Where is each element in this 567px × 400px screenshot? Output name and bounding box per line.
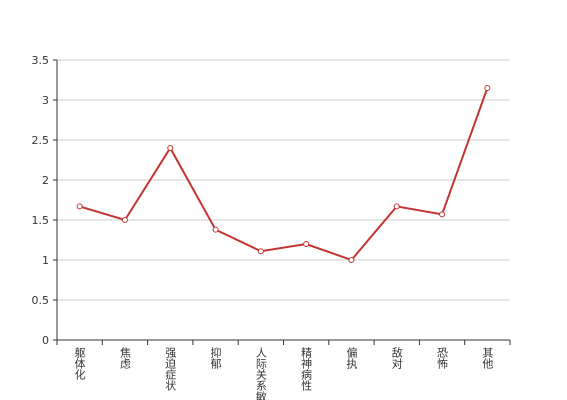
y-tick-label: 0 <box>42 334 49 347</box>
point <box>393 203 400 210</box>
point <box>76 203 83 210</box>
point <box>257 248 264 255</box>
y-tick-label: 0.5 <box>32 294 50 307</box>
x-tick-label: 偏执 <box>345 346 358 370</box>
y-tick-label: 1.5 <box>32 214 50 227</box>
x-tick-label: 敌对 <box>390 346 403 369</box>
x-tick-label: 强迫症状 <box>164 347 177 391</box>
point <box>348 257 355 263</box>
point <box>439 211 446 218</box>
y-tick-label: 2 <box>42 174 49 187</box>
x-tick-label: 恐怖 <box>436 347 449 369</box>
y-tick-label: 3.5 <box>32 54 50 67</box>
x-tick-label: 焦虑 <box>118 347 131 369</box>
point <box>484 85 491 91</box>
x-tick-label: 其他 <box>481 347 494 369</box>
point <box>167 145 174 151</box>
point <box>212 226 219 233</box>
x-tick-label: 精神病性 <box>300 347 313 392</box>
x-tick-label: 抑郁 <box>209 346 222 369</box>
y-tick-label: 2.5 <box>32 134 50 147</box>
y-tick-label: 3 <box>42 94 49 107</box>
x-tick-label: 人际关系敏感 <box>254 347 267 400</box>
point <box>121 217 128 223</box>
line <box>79 87 489 262</box>
x-tick-label: 躯体化 <box>73 347 86 381</box>
y-tick-label: 1 <box>42 254 49 267</box>
point <box>303 241 310 247</box>
